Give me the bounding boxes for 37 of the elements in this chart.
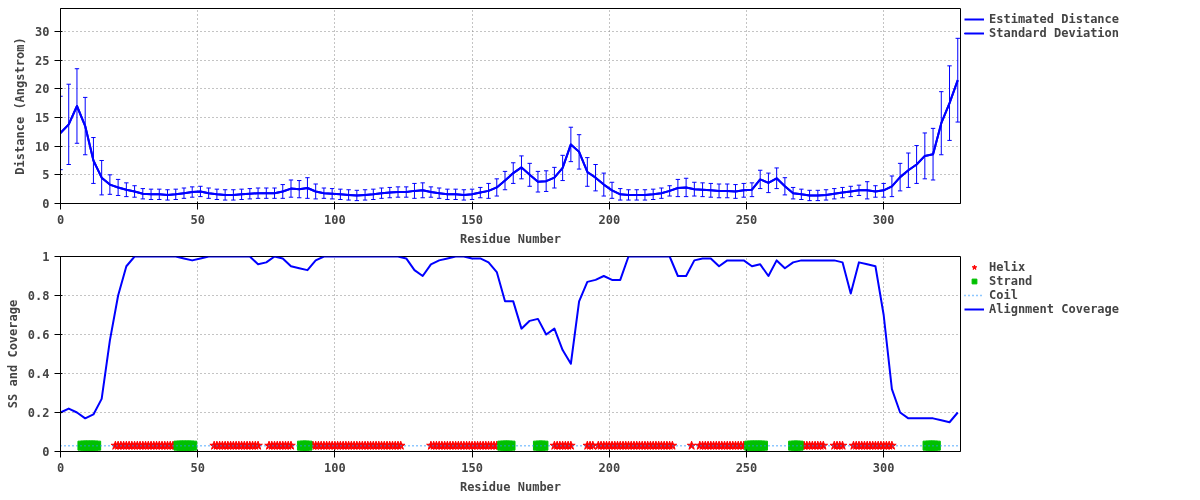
legend-label: Strand — [989, 274, 1033, 288]
y-tick-label: 0.4 — [27, 367, 50, 381]
y-tick-label: 25 — [35, 53, 50, 68]
legend-label: Helix — [989, 260, 1026, 274]
x-tick-label: 200 — [598, 212, 621, 227]
y-axis-title: Distance (Angstrom) — [13, 37, 28, 175]
x-tick-label: 100 — [324, 212, 346, 227]
y-tick-label: 0.6 — [27, 328, 50, 342]
legend-label: Coil — [989, 288, 1018, 302]
x-tick-label: 50 — [190, 212, 205, 227]
x-tick-label: 0 — [56, 460, 65, 475]
y-tick-label: 0 — [42, 197, 50, 211]
x-tick-label: 150 — [461, 212, 483, 227]
y-tick-label: 0 — [42, 445, 50, 459]
x-axis-title: Residue Number — [459, 479, 562, 494]
y-tick-label: 20 — [35, 82, 50, 97]
x-tick-label: 250 — [735, 460, 758, 475]
x-tick-label: 50 — [190, 460, 205, 475]
x-tick-label: 300 — [872, 460, 895, 475]
y-tick-label: 0.2 — [27, 406, 50, 420]
y-axis-title: SS and Coverage — [5, 299, 20, 409]
x-tick-label: 300 — [872, 212, 895, 227]
y-tick-label: 10 — [35, 139, 50, 154]
x-tick-label: 100 — [324, 460, 346, 475]
legend-label: Standard Deviation — [989, 26, 1120, 40]
y-tick-label: 5 — [42, 168, 50, 183]
x-tick-label: 200 — [598, 460, 621, 475]
y-tick-label: 30 — [35, 24, 50, 39]
legend-label: Estimated Distance — [989, 12, 1120, 26]
y-tick-label: 15 — [35, 110, 50, 125]
y-tick-label: 0.8 — [27, 289, 50, 303]
x-tick-label: 150 — [461, 460, 483, 475]
x-tick-label: 0 — [56, 212, 65, 227]
y-tick-label: 1 — [42, 250, 50, 264]
x-axis-title: Residue Number — [459, 231, 562, 246]
legend-label: Alignment Coverage — [989, 302, 1120, 316]
x-tick-label: 250 — [735, 212, 758, 227]
